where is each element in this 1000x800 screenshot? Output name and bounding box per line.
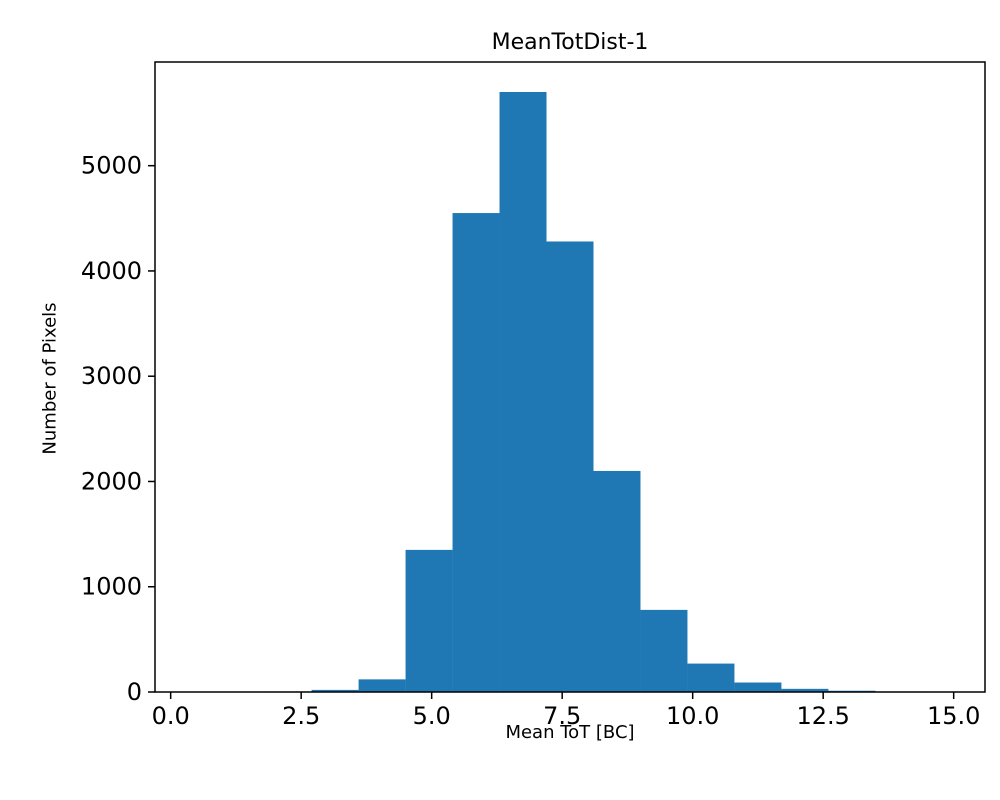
histogram-bar: [640, 609, 688, 692]
histogram-bar: [405, 549, 453, 692]
histogram-bar: [452, 213, 500, 693]
histogram-bar: [687, 663, 735, 692]
x-tick-label: 2.5: [282, 702, 320, 730]
y-tick-label: 3000: [81, 362, 142, 390]
y-tick-label: 5000: [81, 152, 142, 180]
x-tick-label: 7.5: [543, 702, 581, 730]
x-tick-label: 10.0: [666, 702, 719, 730]
x-axis-label: Mean ToT [BC]: [505, 722, 635, 743]
x-tick-label: 12.5: [796, 702, 849, 730]
x-tick-label: 5.0: [413, 702, 451, 730]
histogram-bar: [781, 688, 829, 692]
y-tick-label: 2000: [81, 467, 142, 495]
y-tick-label: 1000: [81, 573, 142, 601]
histogram-bar: [546, 241, 594, 692]
x-tick-label: 15.0: [927, 702, 980, 730]
histogram-bar: [734, 682, 782, 692]
x-tick-label: 0.0: [152, 702, 190, 730]
axes-spines: [154, 61, 986, 693]
chart-title: MeanTotDist-1: [491, 30, 649, 55]
y-tick-label: 4000: [81, 257, 142, 285]
y-tick-label: 0: [127, 678, 142, 706]
histogram-bar: [358, 679, 406, 692]
histogram-bar: [499, 92, 547, 692]
y-axis-label: Number of Pixels: [39, 302, 61, 455]
histogram-bar: [593, 470, 641, 692]
histogram-bar: [311, 689, 359, 692]
